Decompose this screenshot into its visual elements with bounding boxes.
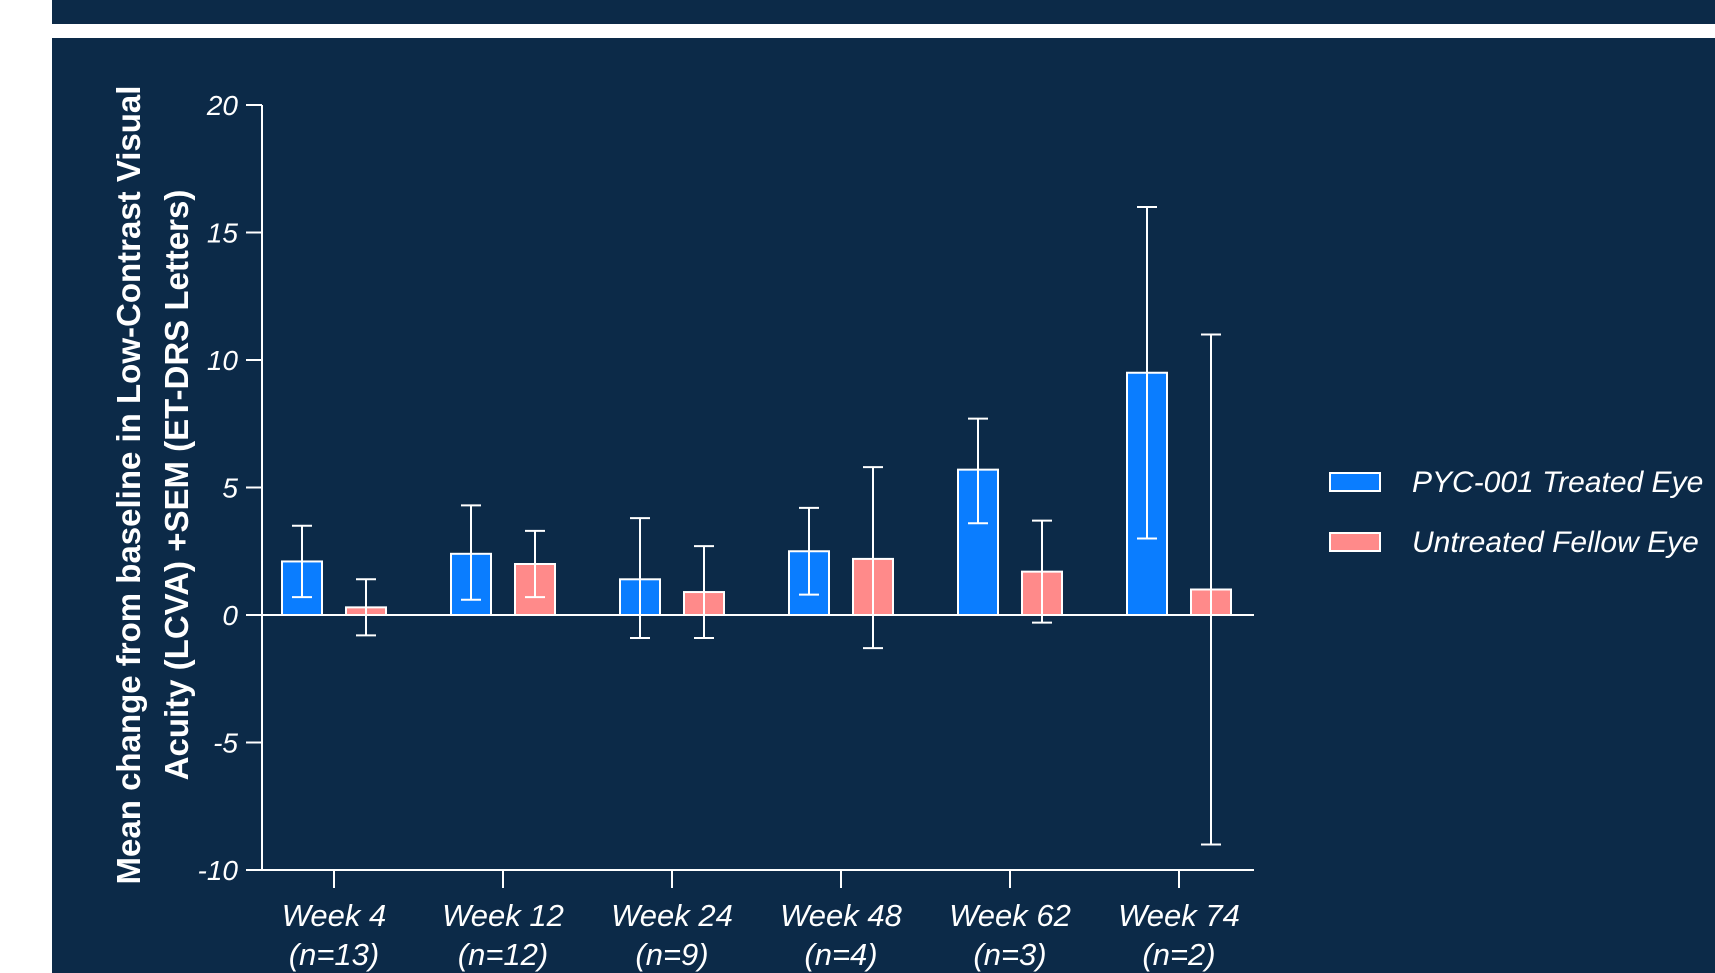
header-band (52, 0, 1715, 24)
chart-panel (52, 38, 1715, 973)
y-axis-label-line: Acuity (LCVA) +SEM (ET-DRS Letters) (158, 190, 195, 781)
legend-label: Untreated Fellow Eye (1412, 526, 1699, 559)
y-tick-label: 10 (207, 345, 239, 376)
y-tick-label: -10 (198, 855, 239, 886)
x-tick-label: Week 4 (282, 898, 387, 933)
legend-swatch (1329, 472, 1381, 492)
legend-label: PYC-001 Treated Eye (1412, 466, 1703, 499)
x-tick-label: Week 24 (611, 898, 733, 933)
x-tick-label-n: (n=4) (804, 937, 877, 972)
legend-swatch (1329, 532, 1381, 552)
x-tick-label-n: (n=12) (458, 937, 548, 972)
x-tick-label-n: (n=3) (973, 937, 1046, 972)
x-tick-label-n: (n=13) (289, 937, 379, 972)
y-tick-label: 20 (206, 90, 239, 121)
x-tick-label: Week 74 (1118, 898, 1240, 933)
x-tick-label: Week 62 (949, 898, 1071, 933)
y-tick-label: 5 (222, 473, 238, 504)
y-axis-label-line: Mean change from baseline in Low-Contras… (110, 86, 147, 885)
y-tick-label: -5 (213, 728, 238, 759)
x-tick-label-n: (n=9) (635, 937, 708, 972)
x-tick-label-n: (n=2) (1142, 937, 1215, 972)
x-tick-label: Week 48 (780, 898, 903, 933)
x-tick-label: Week 12 (442, 898, 564, 933)
y-tick-label: 15 (207, 218, 239, 249)
y-axis-label: Mean change from baseline in Low-Contras… (110, 86, 195, 885)
y-tick-label: 0 (222, 600, 238, 631)
